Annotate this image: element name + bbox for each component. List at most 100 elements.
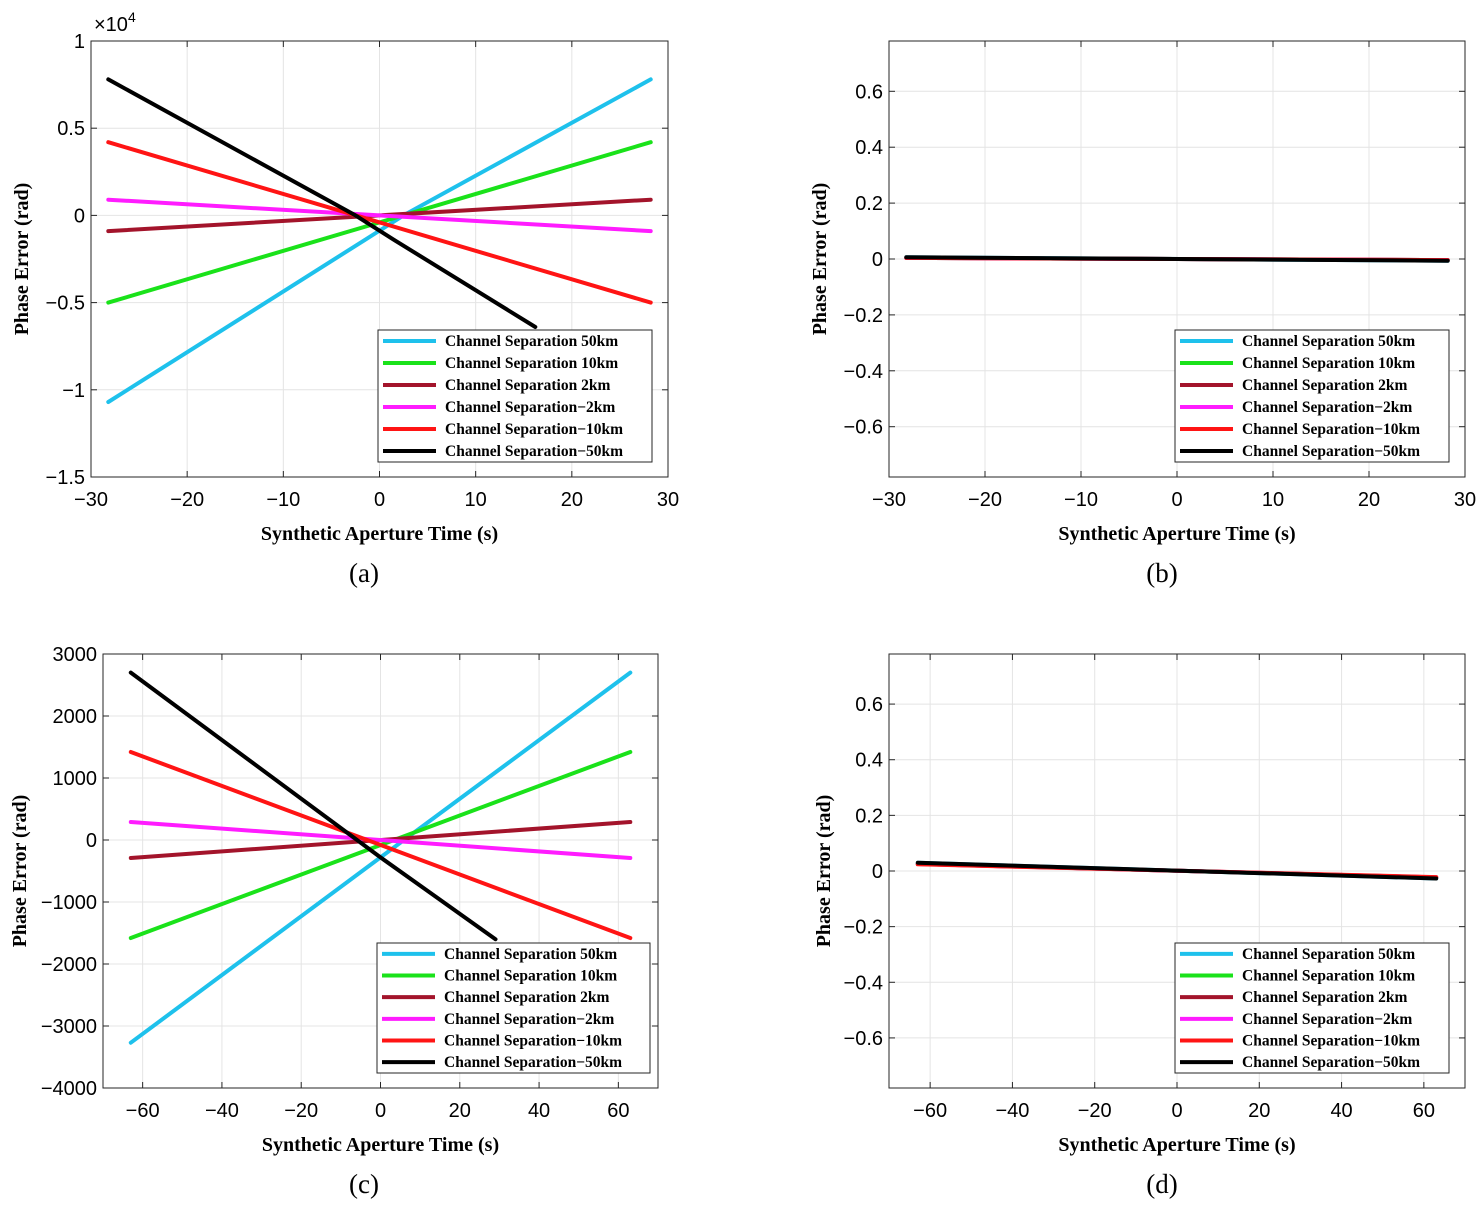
- y-axis-label: Phase Error (rad): [813, 795, 835, 948]
- y-tick-label: 0.2: [855, 193, 883, 215]
- legend-entry-2: Channel Separation 10km: [444, 968, 617, 985]
- y-tick-label: −0.5: [46, 293, 85, 315]
- x-tick-label: −20: [284, 1100, 318, 1122]
- series-line-1: [106, 77, 653, 404]
- series-line-6: [128, 670, 498, 942]
- y-tick-label: 3000: [53, 644, 98, 666]
- y-tick-label: −0.6: [844, 1028, 883, 1050]
- series-line-4: [106, 197, 653, 234]
- panel-caption: (d): [1146, 1169, 1177, 1199]
- legend-entry-1: Channel Separation 50km: [444, 946, 617, 963]
- legend-entry-4: Channel Separation−2km: [444, 1011, 614, 1028]
- legend-box: [1174, 329, 1450, 463]
- legend-entry-5: Channel Separation−10km: [1242, 421, 1420, 438]
- x-tick-label: 60: [607, 1100, 629, 1122]
- y-tick-label: −1: [62, 380, 85, 402]
- legend-entry-5: Channel Separation−10km: [445, 421, 623, 438]
- y-tick-label: 1000: [53, 768, 98, 790]
- x-tick-label: −20: [1078, 1100, 1112, 1122]
- exponent-label: ×104: [94, 9, 136, 36]
- y-tick-label: −3000: [41, 1016, 97, 1038]
- y-tick-label: −0.4: [844, 972, 883, 994]
- y-tick-label: 1: [74, 31, 85, 53]
- x-tick-label: 10: [1262, 489, 1284, 511]
- x-axis-label: Synthetic Aperture Time (s): [262, 1134, 499, 1156]
- y-tick-label: −0.2: [844, 305, 883, 327]
- y-axis-label: Phase Error (rad): [11, 183, 33, 336]
- legend-entry-4: Channel Separation−2km: [1242, 1011, 1412, 1028]
- chart-panel-b: −30 −20 −10 0 10 20 30 −0.6 −0.4 −0.2 0 0.2 0.4 0.6 Sy…: [809, 40, 1476, 588]
- panel-caption: (a): [349, 558, 379, 588]
- y-tick-label: 0: [872, 249, 883, 271]
- legend-entry-6: Channel Separation−50km: [1242, 1054, 1420, 1071]
- legend-entry-6: Channel Separation−50km: [1242, 443, 1420, 460]
- x-tick-label: −20: [968, 489, 1002, 511]
- series-line-6: [915, 860, 1439, 881]
- x-tick-label: 20: [561, 489, 583, 511]
- legend-entry-2: Channel Separation 10km: [1242, 968, 1415, 985]
- y-tick-label: 0: [86, 830, 97, 852]
- y-tick-label: 0.2: [855, 805, 883, 827]
- x-tick-label: 60: [1413, 1100, 1435, 1122]
- y-tick-label: −0.4: [844, 361, 883, 383]
- y-tick-label: −2000: [41, 954, 97, 976]
- legend-entry-5: Channel Separation−10km: [444, 1033, 622, 1050]
- y-tick-label: −1000: [41, 892, 97, 914]
- y-axis-label: Phase Error (rad): [9, 795, 31, 948]
- x-tick-label: 0: [375, 1100, 386, 1122]
- x-tick-label: −60: [126, 1100, 160, 1122]
- y-tick-label: −0.6: [844, 417, 883, 439]
- legend-entry-4: Channel Separation−2km: [445, 399, 615, 416]
- series-line-5: [106, 140, 653, 305]
- y-tick-label: −0.2: [844, 917, 883, 939]
- legend-box: [1174, 942, 1450, 1074]
- x-tick-label: 20: [1358, 489, 1380, 511]
- x-tick-label: 40: [1330, 1100, 1352, 1122]
- legend-box: [377, 329, 653, 463]
- x-tick-label: −40: [205, 1100, 239, 1122]
- x-tick-label: 0: [1171, 1100, 1182, 1122]
- legend-entry-3: Channel Separation 2km: [444, 989, 609, 1006]
- x-tick-label: 0: [1171, 489, 1182, 511]
- y-tick-label: 0: [872, 861, 883, 883]
- x-tick-label: 40: [528, 1100, 550, 1122]
- y-tick-label: 0.6: [855, 694, 883, 716]
- x-axis-label: Synthetic Aperture Time (s): [1058, 1134, 1295, 1156]
- x-axis-label: Synthetic Aperture Time (s): [261, 523, 498, 545]
- x-tick-label: 30: [1454, 489, 1476, 511]
- y-tick-label: 0: [74, 205, 85, 227]
- panel-caption: (b): [1146, 558, 1177, 588]
- x-tick-label: 10: [465, 489, 487, 511]
- legend-entry-1: Channel Separation 50km: [1242, 333, 1415, 350]
- x-axis-label: Synthetic Aperture Time (s): [1058, 523, 1295, 545]
- series-line-6: [904, 255, 1450, 263]
- x-tick-label: −30: [872, 489, 906, 511]
- x-tick-label: −40: [995, 1100, 1029, 1122]
- x-tick-label: 20: [1248, 1100, 1270, 1122]
- legend-entry-3: Channel Separation 2km: [1242, 377, 1407, 394]
- legend-entry-1: Channel Separation 50km: [1242, 946, 1415, 963]
- y-tick-label: −1.5: [46, 467, 85, 489]
- legend-box: [376, 942, 651, 1074]
- x-tick-label: −20: [170, 489, 204, 511]
- x-tick-label: 0: [374, 489, 385, 511]
- x-tick-label: −10: [266, 489, 300, 511]
- legend-entry-1: Channel Separation 50km: [445, 333, 618, 350]
- y-tick-label: 0.5: [57, 118, 85, 140]
- x-tick-label: −60: [913, 1100, 947, 1122]
- legend-entry-3: Channel Separation 2km: [445, 377, 610, 394]
- y-tick-label: 0.4: [855, 750, 883, 772]
- series-line-6: [106, 77, 538, 329]
- chart-panel-d: −60 −40 −20 0 20 40 60 −0.6 −0.4 −0.2 0 0.2 0.4 0.6 Sy…: [813, 653, 1466, 1199]
- legend-entry-2: Channel Separation 10km: [445, 355, 618, 372]
- x-tick-label: 20: [449, 1100, 471, 1122]
- legend-entry-6: Channel Separation−50km: [444, 1054, 622, 1071]
- y-axis-label: Phase Error (rad): [809, 183, 831, 336]
- legend-entry-4: Channel Separation−2km: [1242, 399, 1412, 416]
- panel-caption: (c): [349, 1169, 379, 1199]
- legend-entry-6: Channel Separation−50km: [445, 443, 623, 460]
- chart-panel-c: −60 −40 −20 0 20 40 60 −4000 −3000 −2000 −1000 0 100…: [9, 644, 659, 1199]
- legend-entry-5: Channel Separation−10km: [1242, 1033, 1420, 1050]
- y-tick-label: 0.6: [855, 81, 883, 103]
